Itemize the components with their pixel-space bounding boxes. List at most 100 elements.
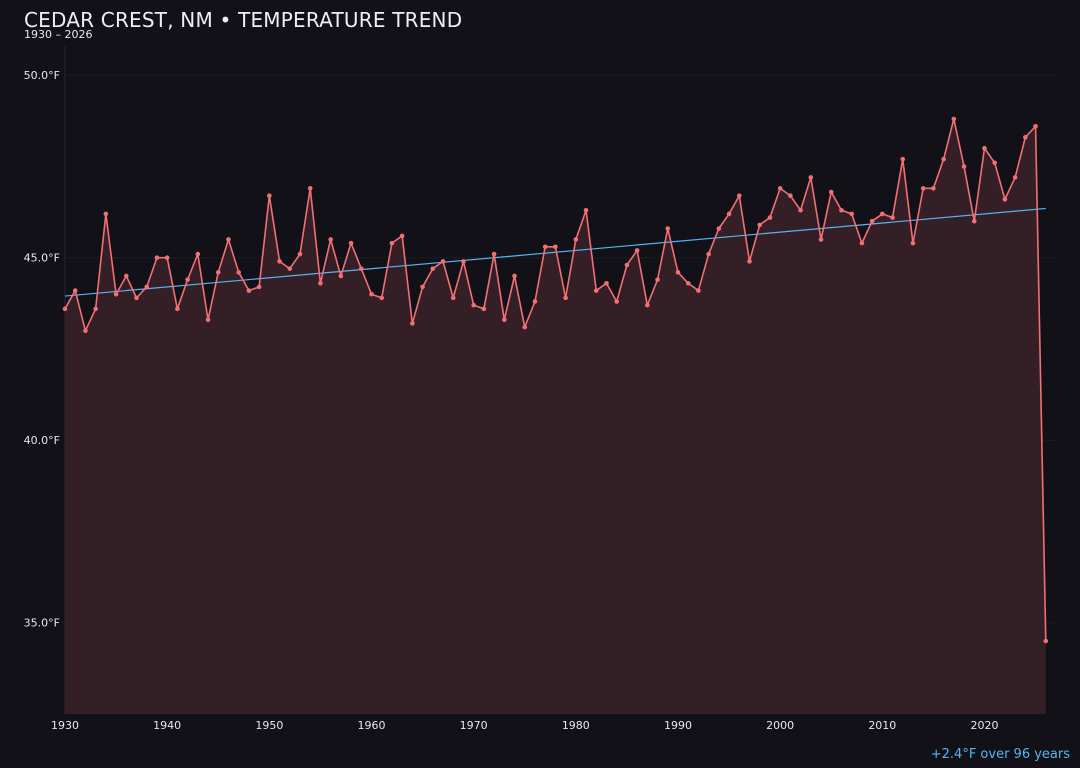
data-point (185, 277, 190, 282)
data-point (461, 259, 466, 264)
data-points-layer (62, 116, 1049, 644)
data-point (573, 237, 579, 242)
data-point (103, 211, 109, 217)
data-point (358, 266, 364, 271)
trend-annotation: +2.4°F over 96 years (930, 747, 1070, 762)
x-tick-label: 1960 (357, 719, 385, 732)
data-point (992, 160, 998, 166)
area-fill (65, 119, 1046, 714)
data-point (246, 288, 252, 293)
data-point (910, 240, 916, 246)
data-point (369, 291, 374, 297)
data-point (685, 280, 691, 286)
data-point (512, 273, 517, 279)
data-point (532, 299, 538, 304)
y-tick-label: 40.0°F (24, 434, 60, 447)
data-point (839, 207, 844, 213)
data-point (553, 244, 558, 250)
data-point (389, 240, 395, 246)
data-point (971, 218, 977, 224)
data-point (716, 226, 722, 231)
data-point (287, 266, 293, 271)
x-tick-label: 1930 (51, 719, 79, 732)
data-point (604, 280, 609, 286)
data-point (307, 186, 313, 191)
trend-line-layer (64, 207, 1046, 297)
data-point (522, 324, 528, 330)
data-point (798, 207, 803, 213)
data-point (328, 237, 333, 242)
data-point (808, 175, 814, 180)
data-point (665, 226, 671, 231)
y-tick-label: 50.0°F (24, 69, 60, 82)
data-point (941, 156, 946, 162)
x-tick-label: 2000 (766, 719, 794, 732)
data-point (645, 302, 650, 308)
data-point (634, 248, 640, 253)
data-point (164, 255, 170, 261)
x-tick-label: 1970 (460, 719, 488, 732)
data-point (175, 306, 180, 312)
data-point (951, 116, 957, 122)
tick-labels: 35.0°F 40.0°F 45.0°F 50.0°F 1930 1940 1950 1960… (24, 69, 999, 732)
data-point (1012, 175, 1018, 180)
data-point (542, 244, 548, 250)
data-point (318, 280, 323, 286)
x-tick-label: 1940 (153, 719, 181, 732)
data-point (440, 259, 446, 264)
data-point (869, 218, 875, 224)
data-point (410, 321, 415, 326)
area-fill-layer (65, 119, 1046, 714)
x-tick-label: 2020 (970, 719, 998, 732)
data-point (134, 295, 139, 301)
data-point (736, 193, 742, 198)
y-tick-label: 45.0°F (24, 252, 60, 265)
data-point (614, 299, 619, 304)
data-point (920, 186, 926, 191)
y-tick-label: 35.0°F (24, 617, 60, 630)
data-point (593, 288, 599, 293)
data-point (696, 288, 701, 293)
data-point (757, 222, 763, 228)
data-point (450, 295, 456, 301)
data-point (1002, 197, 1008, 202)
data-point (777, 186, 783, 191)
data-point (123, 273, 129, 279)
data-point (655, 277, 660, 282)
chart-subtitle: 1930 – 2026 (24, 28, 93, 41)
data-point (481, 306, 487, 312)
data-point (420, 284, 425, 290)
data-point (1033, 124, 1038, 129)
data-point (297, 251, 303, 257)
data-point (195, 251, 201, 257)
x-tick-label: 1950 (255, 719, 283, 732)
data-point (818, 237, 824, 242)
data-point (880, 211, 885, 217)
data-point (563, 295, 568, 301)
x-tick-label: 1990 (664, 719, 692, 732)
data-point (226, 237, 231, 242)
data-point (83, 328, 88, 334)
data-point (72, 288, 78, 293)
data-point (256, 284, 262, 290)
data-point (267, 193, 272, 198)
data-point (471, 302, 476, 308)
data-point (890, 215, 895, 220)
data-point (205, 317, 211, 323)
x-tick-label: 1980 (562, 719, 590, 732)
chart-title: CEDAR CREST, NM • TEMPERATURE TREND (24, 8, 463, 32)
data-point (900, 156, 906, 162)
data-point (236, 270, 241, 275)
data-point (277, 259, 282, 264)
data-point (788, 193, 793, 198)
data-point (502, 317, 507, 323)
data-point (931, 186, 936, 191)
data-point (849, 211, 854, 217)
data-point (859, 240, 865, 246)
x-tick-label: 2010 (868, 719, 896, 732)
data-point (747, 259, 752, 264)
data-point (675, 270, 681, 275)
data-point (624, 262, 630, 268)
